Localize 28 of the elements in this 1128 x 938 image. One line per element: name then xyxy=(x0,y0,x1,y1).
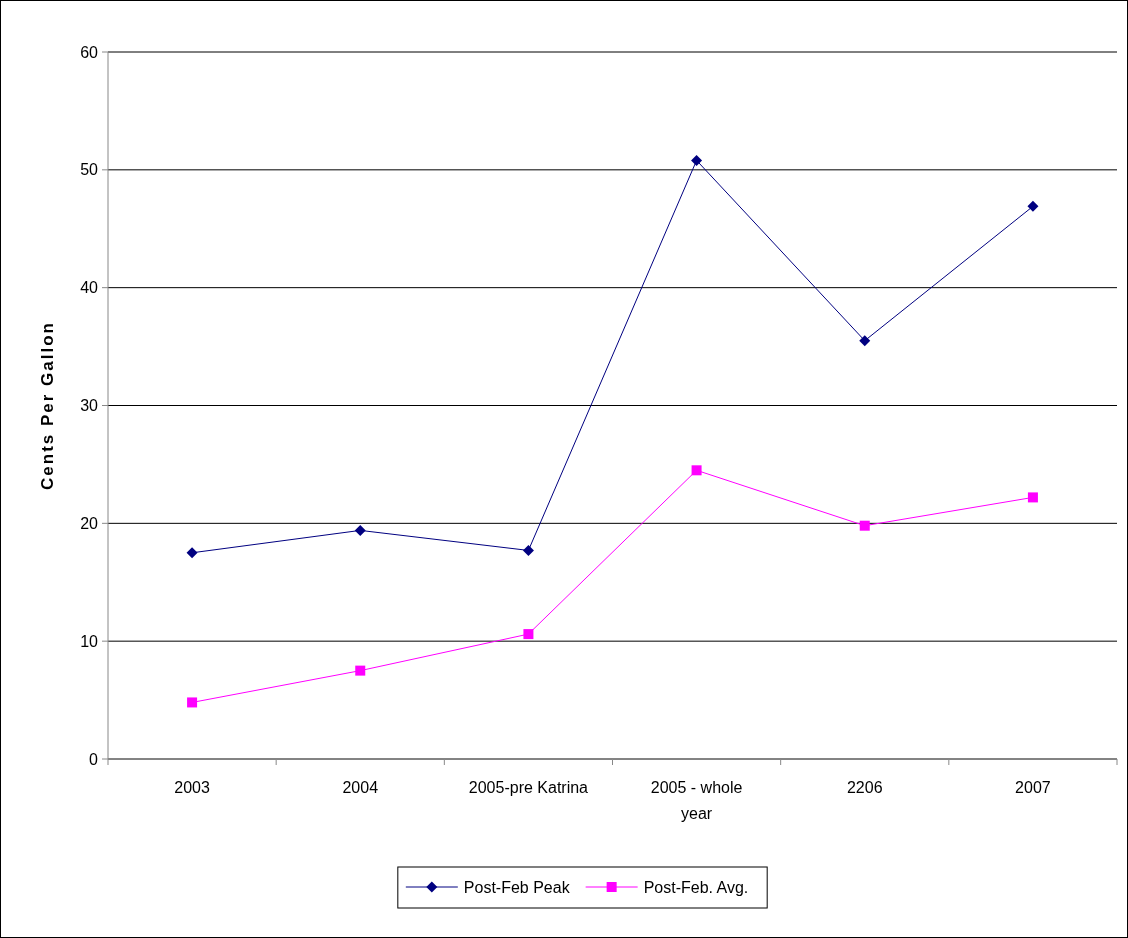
legend-label: Post-Feb. Avg. xyxy=(643,878,749,896)
x-tick-label: 2003 xyxy=(174,779,210,796)
point xyxy=(859,520,870,531)
point xyxy=(522,544,534,556)
point xyxy=(691,465,702,476)
y-tick-label: 20 xyxy=(80,514,99,532)
y-tick-label: 0 xyxy=(89,750,99,768)
y-tick-label: 10 xyxy=(80,632,99,650)
y-tick-label: 60 xyxy=(80,43,99,61)
point xyxy=(186,547,198,559)
point xyxy=(859,335,871,347)
y-axis-title: Cents Per Gallon xyxy=(38,321,57,490)
x-tick-label: 2206 xyxy=(846,779,883,796)
point xyxy=(1027,492,1038,503)
x-tick-label: 2004 xyxy=(342,779,379,796)
y-tick-label: 30 xyxy=(80,397,99,415)
y-tick-label: 40 xyxy=(80,279,99,297)
point xyxy=(1027,200,1039,212)
point xyxy=(691,154,703,166)
legend-label: Post-Feb Peak xyxy=(463,878,571,896)
x-tick-label: 2007 xyxy=(1015,779,1051,796)
point xyxy=(523,629,534,640)
x-tick-label: 2005 - whole year xyxy=(650,779,743,822)
x-tick-label: 2005-pre Katrina xyxy=(468,779,589,796)
point xyxy=(187,697,198,708)
point xyxy=(355,665,366,676)
y-tick-label: 50 xyxy=(80,161,99,179)
point xyxy=(354,524,366,536)
